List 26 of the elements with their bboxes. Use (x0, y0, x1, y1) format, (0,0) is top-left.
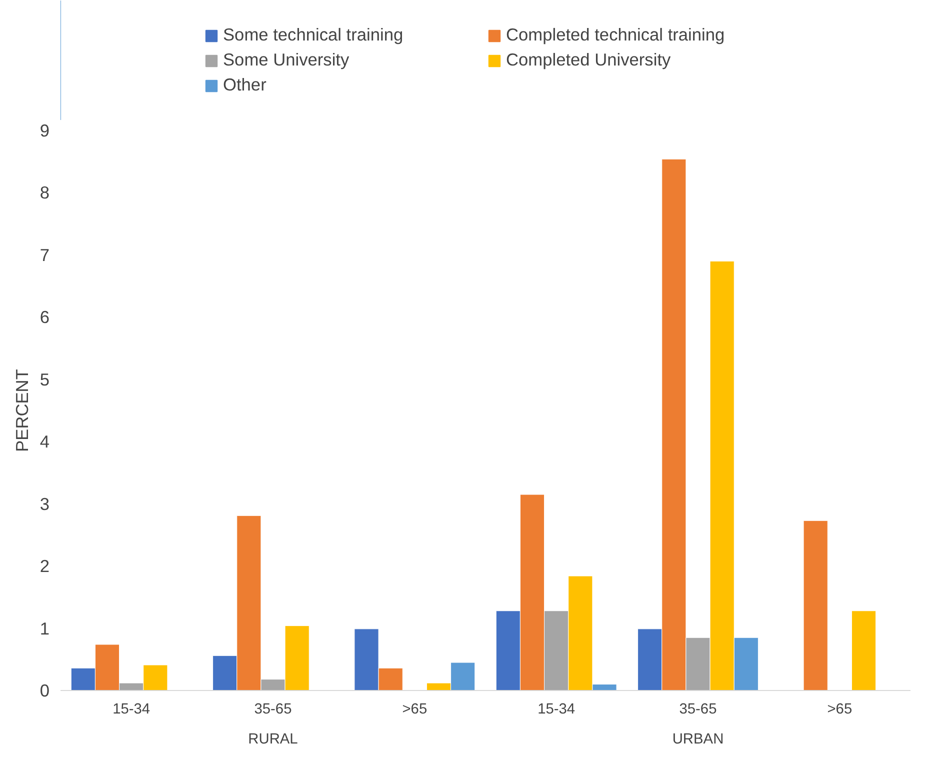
y-tick-label: 1 (40, 618, 50, 638)
y-tick-label: 3 (40, 494, 50, 514)
x-tick-label: >65 (827, 702, 852, 718)
bar (851, 610, 876, 690)
x-tick-label: 15-34 (538, 702, 576, 718)
text: RURAL (248, 732, 298, 748)
legend-label: Completed University (506, 50, 672, 70)
legend-label: Other (223, 74, 268, 96)
legend-label: Completed technical training (506, 24, 726, 46)
x-tick-label: 35-65 (679, 702, 717, 718)
y-tick-label: 9 (40, 120, 50, 140)
legend-label: Some technical training (223, 24, 404, 46)
y-tick-label: 7 (40, 244, 50, 265)
y-tick-label: 8 (40, 182, 50, 203)
x-tick-label: 35-65 (254, 702, 292, 718)
text: URBAN (672, 732, 724, 748)
y-axis-title: PERCENT (12, 368, 32, 452)
x-tick-label: 15-34 (112, 702, 150, 718)
y-tick-label: 6 (40, 307, 50, 328)
y-tick-label: 5 (40, 369, 50, 390)
y-tick-label: 0 (40, 680, 50, 700)
x-tick-label: >65 (402, 702, 428, 718)
bar (803, 520, 828, 690)
y-tick-label: 2 (40, 556, 50, 576)
legend-label: Some University (223, 50, 350, 70)
y-tick-label: 4 (40, 432, 50, 452)
